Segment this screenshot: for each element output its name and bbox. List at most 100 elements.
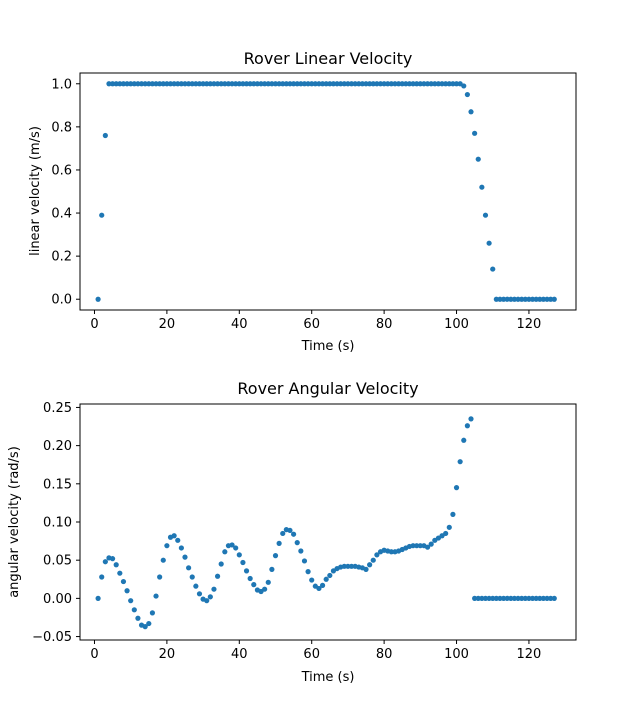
data-point — [251, 81, 257, 87]
data-point — [222, 549, 228, 555]
data-point — [298, 548, 304, 554]
data-point — [160, 557, 166, 563]
data-point — [146, 81, 152, 87]
data-point — [352, 81, 358, 87]
data-point — [95, 296, 101, 302]
data-point — [338, 81, 344, 87]
data-point — [551, 296, 557, 302]
data-point — [551, 595, 557, 601]
data-point — [211, 586, 217, 592]
data-point — [189, 574, 195, 580]
data-point — [526, 296, 532, 302]
data-point — [461, 83, 467, 89]
data-point — [236, 81, 242, 87]
data-point — [533, 595, 539, 601]
y-tick-label: 0.25 — [43, 401, 72, 416]
data-point — [229, 542, 235, 548]
data-point — [428, 81, 434, 87]
data-point — [330, 81, 337, 87]
data-point — [548, 296, 554, 302]
data-point — [254, 81, 261, 87]
data-point — [497, 595, 503, 601]
data-point — [287, 527, 293, 534]
x-axis-label: Time (s) — [301, 339, 355, 354]
x-tick-label: 100 — [444, 647, 469, 662]
data-point — [472, 130, 478, 136]
data-point — [243, 568, 250, 574]
data-point — [519, 296, 525, 302]
y-tick-label: 0.00 — [43, 592, 72, 607]
x-tick-label: 20 — [159, 317, 176, 332]
data-point — [269, 566, 275, 572]
data-point — [160, 81, 166, 87]
data-point — [522, 595, 528, 601]
data-point — [207, 81, 213, 87]
data-point — [193, 81, 199, 87]
data-point — [196, 591, 203, 597]
y-tick-label: 0.0 — [51, 293, 72, 308]
data-point — [453, 485, 460, 491]
data-point — [374, 552, 380, 558]
data-point — [229, 81, 235, 87]
data-point — [504, 296, 510, 302]
data-point — [468, 109, 474, 115]
axes-frame — [79, 403, 577, 641]
data-point — [182, 554, 188, 560]
linear-velocity-plot: Rover Linear Velocity Time (s) linear ve… — [28, 49, 577, 354]
data-point — [374, 81, 380, 87]
y-tick-label: 0.05 — [43, 554, 72, 569]
data-point — [167, 81, 174, 87]
data-point — [200, 81, 206, 87]
x-tick-label: 80 — [376, 647, 393, 662]
data-point — [345, 563, 351, 569]
data-point — [146, 620, 152, 627]
x-tick-label: 60 — [303, 317, 320, 332]
y-tick-label: 0.4 — [51, 207, 72, 222]
data-point — [345, 81, 351, 87]
data-point — [381, 81, 387, 87]
data-point — [109, 556, 116, 562]
data-point — [309, 81, 315, 87]
x-tick-label: 120 — [517, 647, 542, 662]
data-point — [432, 81, 438, 87]
data-point — [262, 586, 268, 592]
data-point — [149, 81, 156, 87]
data-point — [327, 572, 333, 579]
data-point — [102, 559, 108, 565]
data-point — [500, 595, 507, 601]
data-point — [450, 511, 456, 517]
data-point — [128, 81, 134, 87]
data-point — [493, 296, 499, 302]
data-point — [370, 557, 376, 563]
tick-group: 0 20 40 60 80 100 120 0.0 0.2 0.4 0.6 0.8 1.0 — [51, 77, 541, 332]
data-points — [95, 416, 557, 630]
data-point — [214, 81, 221, 87]
data-point — [348, 563, 355, 569]
x-tick-label: 0 — [90, 317, 98, 332]
data-point — [120, 578, 127, 585]
y-tick-label: 1.0 — [51, 77, 72, 92]
data-point — [153, 593, 159, 599]
y-tick-label: 0.15 — [43, 477, 72, 492]
data-point — [319, 582, 326, 588]
data-point — [247, 81, 253, 87]
data-point — [240, 81, 246, 87]
data-point — [222, 81, 228, 87]
data-point — [142, 624, 148, 630]
data-point — [537, 296, 543, 302]
data-point — [124, 588, 130, 594]
data-point — [117, 81, 123, 87]
data-point — [280, 530, 286, 537]
data-point — [482, 212, 489, 218]
data-point — [186, 81, 192, 87]
data-point — [323, 81, 329, 87]
data-point — [548, 595, 554, 601]
data-point — [164, 543, 170, 549]
data-point — [479, 184, 485, 190]
data-point — [341, 563, 347, 569]
data-point — [363, 566, 369, 572]
data-point — [258, 81, 264, 87]
data-point — [377, 81, 384, 87]
x-tick-label: 120 — [517, 317, 542, 332]
data-point — [385, 81, 391, 87]
